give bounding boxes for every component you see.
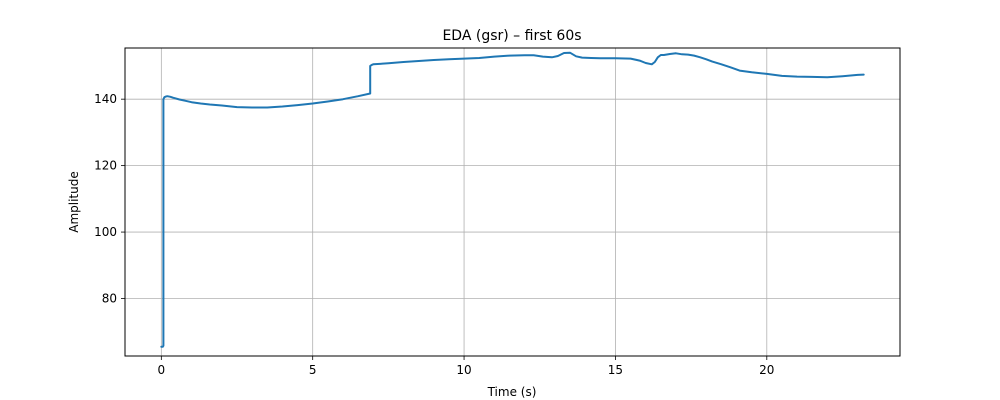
- x-tick-label: 20: [759, 363, 774, 377]
- chart-title: EDA (gsr) – first 60s: [442, 28, 581, 44]
- x-tick-label: 5: [309, 363, 317, 377]
- x-tick-label: 15: [608, 363, 623, 377]
- plot-area: [125, 48, 900, 356]
- plot-frame: [124, 47, 901, 357]
- x-axis-label: Time (s): [487, 385, 537, 399]
- axis-ticks: 0 5 10 15 20 80 100 120 140: [94, 92, 774, 377]
- y-tick-label: 80: [102, 292, 117, 306]
- grid-lines: [125, 48, 900, 356]
- series-line: [160, 51, 865, 348]
- y-tick-label: 100: [94, 225, 117, 239]
- y-tick-label: 140: [94, 92, 117, 106]
- x-tick-label: 0: [158, 363, 166, 377]
- y-tick-label: 120: [94, 159, 117, 173]
- x-tick-label: 10: [456, 363, 471, 377]
- y-axis-label: Amplitude: [67, 171, 81, 233]
